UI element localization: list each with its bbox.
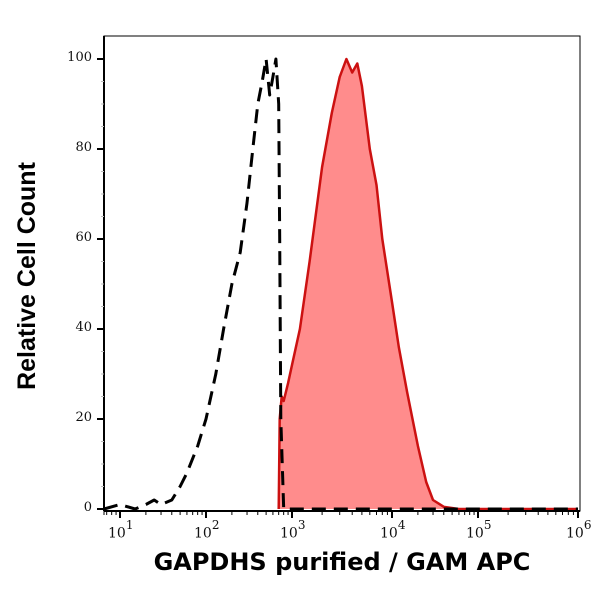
x-tick-label: 101 [108,518,134,542]
sample-histogram-line [277,57,578,511]
y-tick-label: 60 [75,230,92,245]
x-tick-label: 103 [280,518,306,542]
y-tick-label: 100 [67,50,92,65]
series-layer [103,57,578,511]
y-tick-label: 80 [75,140,92,155]
axis-ticks [97,58,579,518]
x-tick-label: 104 [380,518,406,542]
x-axis-title: GAPDHS purified / GAM APC [153,548,531,576]
x-tick-label: 106 [566,518,592,542]
y-tick-label: 20 [75,410,92,425]
y-tick-label: 40 [75,320,92,335]
control-histogram-line [103,57,578,511]
series-fill [278,59,578,509]
y-axis-title: Relative Cell Count [13,162,41,390]
y-tick-label: 0 [83,500,92,515]
plot-frame [103,35,581,512]
x-tick-label: 105 [466,518,492,542]
x-tick-label: 102 [194,518,220,542]
